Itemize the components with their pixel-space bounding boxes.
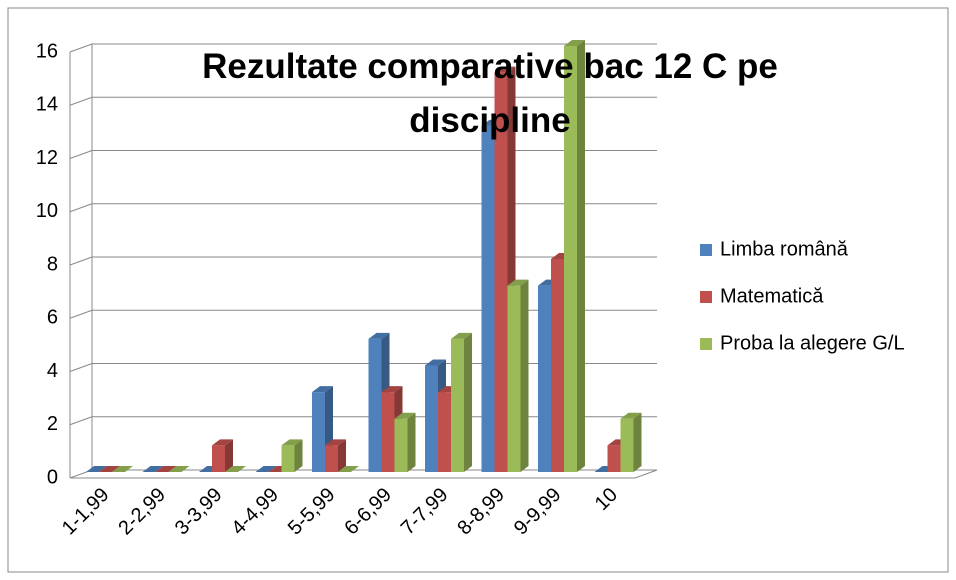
bar (325, 445, 338, 472)
bar-side (338, 439, 346, 472)
bar-top (620, 412, 642, 419)
y-tick-label: 6 (47, 307, 58, 329)
bar-top (255, 466, 277, 472)
bar-side (464, 332, 472, 472)
grid-line-side (69, 256, 93, 266)
legend-swatch (700, 291, 712, 303)
bar (438, 392, 451, 472)
bar-side (294, 439, 303, 472)
bar-top (168, 466, 190, 472)
bar (312, 392, 325, 472)
grid-line-side (69, 363, 93, 372)
y-tick-label: 0 (47, 466, 58, 488)
legend-label: Proba la alegere G/L (720, 332, 905, 354)
y-tick-label: 2 (47, 413, 58, 435)
legend-swatch (700, 338, 712, 350)
bar-top (451, 332, 472, 339)
y-tick-label: 14 (36, 94, 58, 116)
bar-top (112, 466, 133, 472)
legend-label: Limba română (720, 238, 849, 260)
bar (451, 338, 464, 472)
bar-top (368, 332, 390, 339)
legend-swatch (700, 244, 712, 256)
bar-top (155, 466, 177, 472)
grid-line-side (69, 43, 93, 53)
bar (620, 418, 634, 472)
y-tick-label: 12 (36, 147, 58, 169)
x-axis-side (634, 469, 658, 479)
bar-side (577, 40, 585, 472)
bar-top (381, 386, 403, 393)
bar (607, 445, 621, 472)
bar-top (281, 439, 303, 446)
bar-top (99, 466, 120, 472)
grid-line-side (69, 96, 93, 106)
bar (481, 125, 495, 472)
grid-line-side (69, 203, 93, 213)
bar (281, 445, 295, 472)
bar (564, 46, 577, 472)
bar-top (425, 359, 446, 366)
bar-top (394, 412, 416, 419)
bar-top (494, 66, 516, 73)
chart-title: Rezultate comparative bac 12 C pe discip… (202, 47, 778, 140)
bar-side (633, 412, 642, 472)
bar (394, 418, 408, 472)
y-tick-label: 10 (36, 200, 58, 222)
bar (538, 285, 551, 472)
bar-side (225, 439, 233, 472)
grid-line-side (69, 416, 93, 426)
bar-side (520, 279, 529, 472)
y-tick-label: 4 (47, 360, 58, 382)
bar (494, 72, 508, 472)
bar-top (325, 439, 346, 446)
bar-side (407, 412, 416, 472)
bar (551, 259, 564, 472)
bar-top (86, 466, 107, 472)
bar-top (564, 40, 585, 46)
grid-line-side (69, 309, 93, 319)
bar (425, 365, 438, 472)
y-tick-label: 8 (47, 253, 58, 275)
bar-top (225, 466, 246, 472)
bar-top (507, 279, 529, 286)
bar-top (312, 386, 333, 393)
bar-top (142, 466, 164, 472)
bar (507, 285, 521, 472)
bar (381, 392, 395, 472)
grid-line-side (69, 150, 93, 159)
y-tick-label: 16 (36, 40, 58, 62)
bar (368, 338, 382, 472)
bar-top (338, 466, 359, 472)
bar (212, 445, 225, 472)
bar-top (212, 439, 233, 446)
legend-label: Matematică (720, 285, 824, 307)
